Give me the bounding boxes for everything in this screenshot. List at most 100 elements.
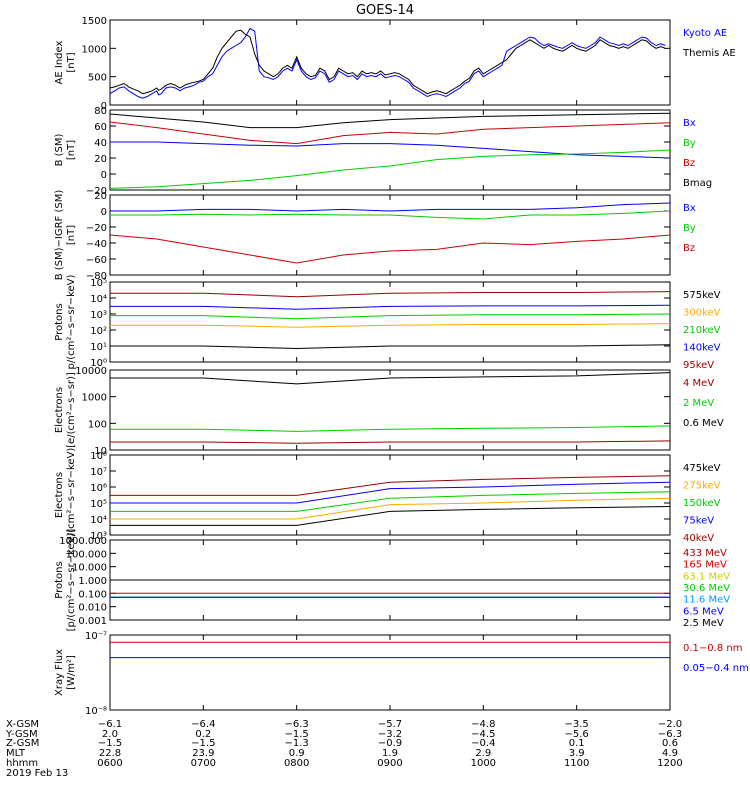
y-axis-label: [nT] [66,52,77,72]
legend-entry: Bz [683,243,695,254]
legend-entry: 0.05−0.4 nm [683,663,749,674]
legend-entry: 575keV [683,290,721,301]
y-tick-label: 0 [101,170,107,181]
y-tick-label: 10² [90,326,107,337]
ephemeris-value: 0800 [284,758,309,769]
ephemeris-value: −4.8 [471,719,495,730]
y-axis-label: Xray Flux [54,649,65,696]
series-line [110,202,671,212]
ephemeris-value: 0.6 [662,738,678,749]
chart-title: GOES-14 [356,3,414,18]
ephemeris-value: −0.9 [378,738,402,749]
y-axis-label: [e/(cm²−s−sr)] [66,372,77,448]
series-line [110,344,671,350]
ephemeris-row-label: X-GSM [6,719,39,730]
y-tick-label: 1000 [82,44,107,55]
legend-entry: 210keV [683,325,721,336]
y-tick-label: −60 [86,255,107,266]
y-tick-label: 40 [94,138,107,149]
series-line [110,425,671,432]
legend-entry: 30.6 MeV [683,583,730,594]
legend-entry: 150keV [683,498,721,509]
series-line [109,149,671,189]
ephemeris-value: −1.3 [285,738,309,749]
ephemeris-value: −6.4 [191,719,215,730]
ephemeris-row-label: Y-GSM [5,729,38,740]
ephemeris-value: 0600 [97,758,122,769]
panel-5: 10 100 1000 10000 Electrons [e/(cm²−s−sr)] 4 M… [54,366,724,457]
panel-7: 0.001 0.010 0.100 1.000 10.000 100.000 1000.00… [54,529,730,632]
y-tick-label: 10⁰ [90,358,107,369]
y-axis-label: [nT] [66,225,77,245]
y-tick-label: 10⁴ [90,294,107,305]
x-axis-table: X-GSM −6.1 −6.4 −6.3 −5.7 −4.8 −3.5 −2.0 Y-GSM 2.… [5,719,683,779]
panel-4: 10⁰ 10¹ 10² 10³ 10⁴ 10⁵ Protons p/(cm²−s−sr−keV… [54,274,721,371]
panel-frame [109,369,671,451]
y-axis-label: Protons [54,303,65,340]
series-line [110,497,671,520]
ephemeris-value: 22.8 [99,748,121,759]
series-line [110,304,671,310]
y-tick-label: 10.000 [72,563,107,574]
y-tick-label: 10 [94,446,107,457]
ephemeris-value: 4.9 [662,748,678,759]
panel-frame [109,634,671,711]
y-axis-label: [nT] [66,140,77,160]
legend-entry: 6.5 MeV [683,606,724,617]
ephemeris-value: −1.5 [285,729,309,740]
ephemeris-value: −5.7 [378,719,402,730]
series-line [110,313,671,320]
ephemeris-value: −6.3 [285,719,309,730]
y-tick-label: 0 [101,101,107,112]
y-tick-label: 20 [94,191,107,202]
legend-entry: 300keV [683,308,721,319]
legend-entry: 2 MeV [683,398,714,409]
y-tick-label: 10000 [75,366,107,377]
legend-entry: 75keV [683,516,714,527]
series-line [109,112,671,129]
series-line [110,475,671,496]
y-tick-label: 0 [101,207,107,218]
legend-entry: 0.1−0.8 nm [683,643,742,654]
ephemeris-value: −4.5 [471,729,495,740]
series-line [110,141,671,159]
legend-entry: 433 MeV [683,548,727,559]
ephemeris-value: 1000 [471,758,496,769]
legend-entry: 2.5 MeV [683,618,724,629]
y-tick-label: 10³ [90,310,107,321]
ephemeris-row-label: MLT [6,748,26,759]
legend-entry: Bx [683,118,696,129]
y-tick-label: 100.000 [66,549,107,560]
legend-entry: 140keV [683,343,721,354]
y-axis-label: B (SM) [54,133,65,166]
y-tick-label: 10⁵ [90,499,107,510]
ephemeris-value: 3.9 [569,748,585,759]
y-axis-label: [W/m²] [66,655,77,690]
series-line [109,121,671,145]
ephemeris-value: 0.9 [289,748,305,759]
date-label: 2019 Feb 13 [6,768,68,779]
y-tick-label: 10¹ [90,342,107,353]
y-tick-label: 1000 [82,393,107,404]
ephemeris-value: 2.9 [475,748,491,759]
y-tick-label: 20 [94,154,107,165]
ephemeris-value: −0.4 [471,738,495,749]
y-tick-label: 0.010 [78,603,107,614]
series-line [110,506,671,526]
ephemeris-value: −6.3 [658,729,682,740]
y-tick-label: 10⁷ [90,467,107,478]
series-line [109,27,666,99]
ephemeris-value: 0.2 [195,729,211,740]
ephemeris-value: −1.5 [191,738,215,749]
ephemeris-value: 1100 [564,758,589,769]
series-line [110,372,671,385]
y-tick-label: 10³ [90,531,107,542]
y-tick-label: 1.000 [78,576,107,587]
ephemeris-value: −3.5 [565,719,589,730]
panel-1: 0 500 1000 1500 AE Index [nT] Kyoto AE Themis A… [54,16,736,112]
ephemeris-value: 23.9 [192,748,214,759]
series-line [110,291,671,298]
y-tick-label: −80 [86,271,107,282]
